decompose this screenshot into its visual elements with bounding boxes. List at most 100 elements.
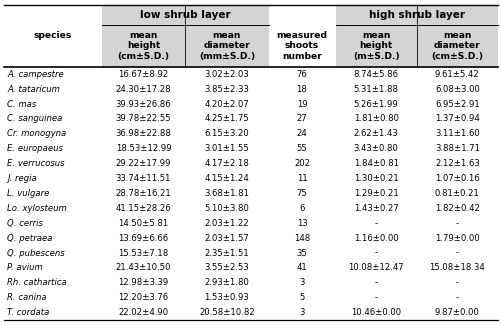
Text: 8.74±5.86: 8.74±5.86: [353, 70, 398, 79]
Text: 6.95±2.91: 6.95±2.91: [434, 99, 479, 109]
Text: 3.85±2.33: 3.85±2.33: [204, 84, 249, 94]
Text: species: species: [34, 31, 72, 40]
Text: 1.07±0.16: 1.07±0.16: [434, 174, 479, 183]
Text: -: -: [455, 249, 458, 257]
Text: 36.98±22.88: 36.98±22.88: [115, 129, 171, 138]
Text: 2.03±1.22: 2.03±1.22: [204, 219, 248, 228]
Text: 1.37±0.94: 1.37±0.94: [434, 114, 479, 124]
Text: 1.29±0.21: 1.29±0.21: [353, 189, 398, 198]
Text: 13: 13: [296, 219, 307, 228]
Text: 3.68±1.81: 3.68±1.81: [204, 189, 249, 198]
Text: 2.93±1.80: 2.93±1.80: [204, 279, 249, 287]
Text: 24.30±17.28: 24.30±17.28: [115, 84, 171, 94]
Text: Q. cerris: Q. cerris: [7, 219, 43, 228]
Text: 5.26±1.99: 5.26±1.99: [353, 99, 398, 109]
Text: 3.11±1.60: 3.11±1.60: [434, 129, 479, 138]
Text: 4.15±1.24: 4.15±1.24: [204, 174, 248, 183]
Text: -: -: [455, 293, 458, 302]
Text: 41.15±28.26: 41.15±28.26: [115, 204, 171, 213]
Text: 2.03±1.57: 2.03±1.57: [204, 234, 248, 243]
Text: 202: 202: [294, 159, 310, 168]
Text: 28.78±16.21: 28.78±16.21: [115, 189, 171, 198]
Text: 6.08±3.00: 6.08±3.00: [434, 84, 479, 94]
Text: 4.17±2.18: 4.17±2.18: [204, 159, 249, 168]
Text: Q. pubescens: Q. pubescens: [7, 249, 65, 257]
Text: A. tataricum: A. tataricum: [7, 84, 60, 94]
Text: 55: 55: [296, 144, 307, 153]
Text: mean
height
(m±S.D.): mean height (m±S.D.): [352, 31, 399, 61]
Text: 1.43±0.27: 1.43±0.27: [353, 204, 398, 213]
Text: 75: 75: [296, 189, 307, 198]
Text: 29.22±17.99: 29.22±17.99: [115, 159, 171, 168]
Text: 18: 18: [296, 84, 307, 94]
Text: 13.69±6.66: 13.69±6.66: [118, 234, 168, 243]
Text: Q. petraea: Q. petraea: [7, 234, 53, 243]
Text: 10.08±12.47: 10.08±12.47: [348, 264, 403, 272]
Text: mean
height
(cm±S.D.): mean height (cm±S.D.): [117, 31, 169, 61]
Text: 4.25±1.75: 4.25±1.75: [204, 114, 248, 124]
Text: 3.88±1.71: 3.88±1.71: [434, 144, 479, 153]
Text: 9.87±0.00: 9.87±0.00: [434, 308, 479, 317]
Text: -: -: [374, 219, 377, 228]
Text: -: -: [455, 279, 458, 287]
Text: 6.15±3.20: 6.15±3.20: [204, 129, 248, 138]
Text: measured
shoots
number: measured shoots number: [276, 31, 327, 61]
Text: -: -: [374, 279, 377, 287]
Text: -: -: [374, 293, 377, 302]
Text: 3: 3: [299, 279, 304, 287]
Text: R. canina: R. canina: [7, 293, 47, 302]
Text: E. europaeus: E. europaeus: [7, 144, 63, 153]
Text: 1.81±0.80: 1.81±0.80: [353, 114, 398, 124]
Text: 18.53±12.99: 18.53±12.99: [115, 144, 171, 153]
Text: 41: 41: [296, 264, 307, 272]
Text: 12.20±3.76: 12.20±3.76: [118, 293, 168, 302]
Text: 6: 6: [299, 204, 304, 213]
Text: 15.53±7.18: 15.53±7.18: [118, 249, 168, 257]
Text: 76: 76: [296, 70, 307, 79]
Text: 2.62±1.43: 2.62±1.43: [353, 129, 398, 138]
Text: 5.31±1.88: 5.31±1.88: [353, 84, 398, 94]
Text: 5.10±3.80: 5.10±3.80: [204, 204, 249, 213]
Text: 14.50±5.81: 14.50±5.81: [118, 219, 168, 228]
Text: 3.01±1.55: 3.01±1.55: [204, 144, 248, 153]
Text: 4.20±2.07: 4.20±2.07: [204, 99, 248, 109]
Text: 0.81±0.21: 0.81±0.21: [434, 189, 479, 198]
Text: P. avium: P. avium: [7, 264, 43, 272]
Text: 27: 27: [296, 114, 307, 124]
Text: 2.35±1.51: 2.35±1.51: [204, 249, 248, 257]
Text: Rh. cathartica: Rh. cathartica: [7, 279, 67, 287]
Text: 22.02±4.90: 22.02±4.90: [118, 308, 168, 317]
Text: 21.43±10.50: 21.43±10.50: [115, 264, 171, 272]
Text: -: -: [455, 219, 458, 228]
Text: mean
diameter
(mm±S.D.): mean diameter (mm±S.D.): [198, 31, 255, 61]
Text: 16.67±8.92: 16.67±8.92: [118, 70, 168, 79]
Text: 1.16±0.00: 1.16±0.00: [353, 234, 398, 243]
Text: 39.93±26.86: 39.93±26.86: [115, 99, 171, 109]
Text: 2.12±1.63: 2.12±1.63: [434, 159, 479, 168]
Text: 1.84±0.81: 1.84±0.81: [353, 159, 398, 168]
Text: -: -: [374, 249, 377, 257]
Text: 39.78±22.55: 39.78±22.55: [115, 114, 171, 124]
Text: 3: 3: [299, 308, 304, 317]
Text: 148: 148: [293, 234, 310, 243]
Text: 20.58±10.82: 20.58±10.82: [198, 308, 254, 317]
Text: 35: 35: [296, 249, 307, 257]
Text: 1.30±0.21: 1.30±0.21: [353, 174, 398, 183]
Text: C. sanguinea: C. sanguinea: [7, 114, 62, 124]
Text: 1.53±0.93: 1.53±0.93: [204, 293, 248, 302]
Text: C. mas: C. mas: [7, 99, 36, 109]
Text: mean
diameter
(cm±S.D.): mean diameter (cm±S.D.): [430, 31, 482, 61]
Text: 15.08±18.34: 15.08±18.34: [429, 264, 484, 272]
Text: Cr. monogyna: Cr. monogyna: [7, 129, 66, 138]
Text: 19: 19: [296, 99, 307, 109]
Text: 10.46±0.00: 10.46±0.00: [350, 308, 400, 317]
Text: J. regia: J. regia: [7, 174, 37, 183]
Text: high shrub layer: high shrub layer: [368, 10, 464, 20]
Text: A. campestre: A. campestre: [7, 70, 64, 79]
Text: low shrub layer: low shrub layer: [140, 10, 230, 20]
Text: 9.61±5.42: 9.61±5.42: [434, 70, 479, 79]
Text: 3.43±0.80: 3.43±0.80: [353, 144, 398, 153]
Text: E. verrucosus: E. verrucosus: [7, 159, 65, 168]
Text: L. vulgare: L. vulgare: [7, 189, 49, 198]
Text: 5: 5: [299, 293, 304, 302]
